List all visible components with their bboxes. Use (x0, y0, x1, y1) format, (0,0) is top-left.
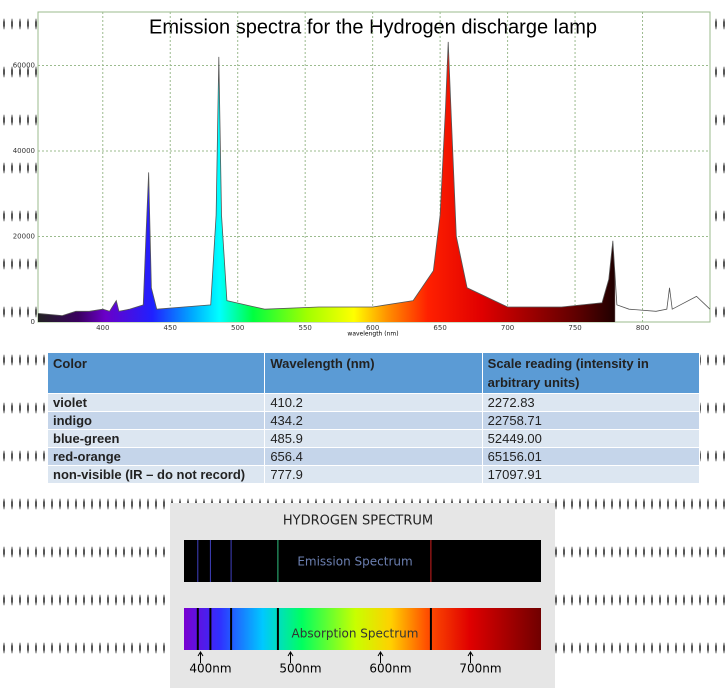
table-cell: 52449.00 (481, 429, 701, 448)
header-cell: Wavelength (nm) (264, 352, 483, 394)
table-cell: 777.9 (264, 465, 483, 484)
tick-label: 700nm (459, 662, 501, 676)
table-cell: 434.2 (264, 411, 483, 430)
x-tick-label: 700 (501, 324, 514, 332)
y-tick-label: 40000 (13, 147, 35, 155)
table-cell: violet (46, 393, 266, 412)
emission-label: Emission Spectrum (297, 555, 412, 569)
y-tick-label: 20000 (13, 232, 35, 240)
table-cell: 2272.83 (481, 393, 701, 412)
table-cell: 485.9 (264, 429, 483, 448)
table-cell: 65156.01 (481, 447, 701, 466)
x-axis-label: wavelength (nm) (347, 331, 398, 338)
header-cell: Scale reading (intensity in arbitrary un… (481, 352, 701, 394)
data-table: Color Wavelength (nm) Scale reading (inten… (46, 352, 701, 484)
table-cell: 656.4 (264, 447, 483, 466)
spectrum-title: HYDROGEN SPECTRUM (283, 514, 433, 529)
table-cell: non-visible (IR – do not record) (46, 465, 266, 484)
spectrum-line (37, 41, 711, 316)
table-cell: indigo (46, 411, 266, 430)
y-tick-label: 0 (31, 318, 35, 326)
table-row: non-visible (IR – do not record) 777.9 170… (46, 465, 701, 484)
spectrum-diagram: HYDROGEN SPECTRUM Emission Spectrum Abso… (170, 503, 555, 688)
absorption-band (184, 608, 541, 650)
table-row: red-orange 656.4 65156.01 (46, 447, 701, 466)
chart-title: Emission spectra for the Hydrogen discha… (149, 16, 597, 38)
chart: Emission spectra for the Hydrogen discha… (13, 11, 711, 338)
tick-label: 600nm (369, 662, 411, 676)
table-row: blue-green 485.9 52449.00 (46, 429, 701, 448)
emission-band (184, 540, 541, 582)
x-tick-label: 800 (636, 324, 649, 332)
x-tick-label: 600 (366, 324, 379, 332)
tick-arrowhead (467, 651, 474, 657)
tick-arrowhead (197, 651, 204, 657)
table-header: Color Wavelength (nm) Scale reading (inten… (46, 352, 701, 394)
x-tick-label: 550 (298, 324, 311, 332)
table-cell: 410.2 (264, 393, 483, 412)
tick-arrowhead (377, 651, 384, 657)
x-tick-label: 750 (568, 324, 581, 332)
table-row: violet 410.2 2272.83 (46, 393, 701, 412)
absorption-label: Absorption Spectrum (292, 627, 419, 641)
table-cell: 22758.71 (481, 411, 701, 430)
y-tick-label: 60000 (13, 61, 35, 69)
table-row: indigo 434.2 22758.71 (46, 411, 701, 430)
tick-arrowhead (287, 651, 294, 657)
x-tick-label: 400 (96, 324, 109, 332)
x-tick-label: 500 (231, 324, 244, 332)
x-tick-label: 450 (164, 324, 177, 332)
table-cell: blue-green (46, 429, 266, 448)
x-tick-label: 650 (433, 324, 446, 332)
tick-label: 400nm (189, 662, 231, 676)
table-cell: red-orange (46, 447, 266, 466)
table-cell: 17097.91 (481, 465, 701, 484)
header-cell: Color (46, 352, 266, 394)
tick-label: 500nm (279, 662, 321, 676)
spectrum-panel (170, 503, 555, 688)
